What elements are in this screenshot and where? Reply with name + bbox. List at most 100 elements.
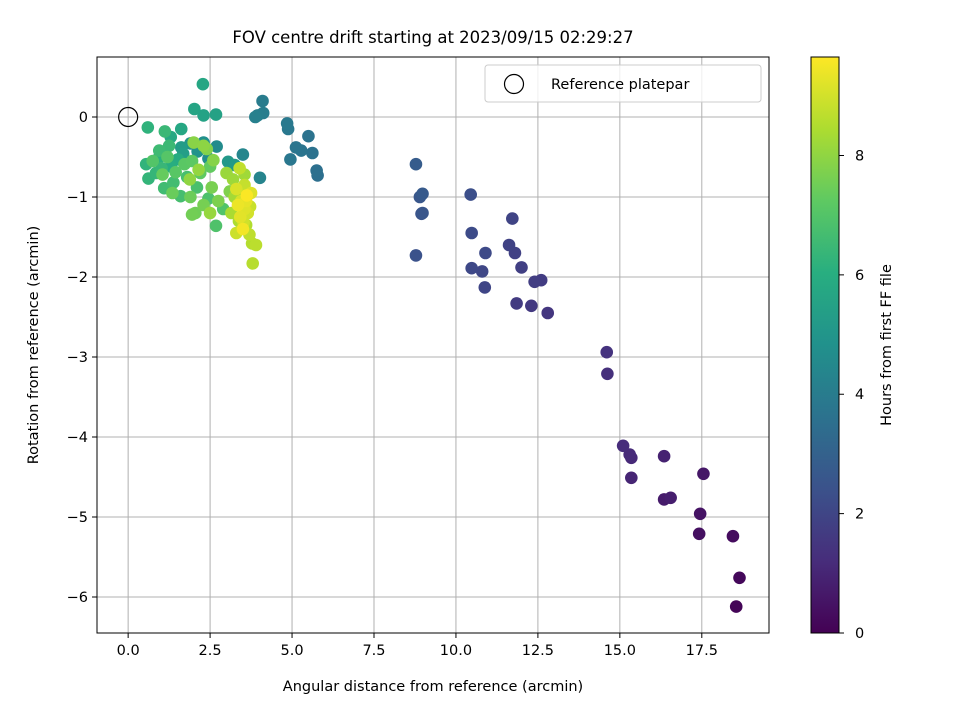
x-tick-label: 2.5 bbox=[199, 643, 222, 659]
x-tick-label: 15.0 bbox=[604, 643, 636, 659]
scatter-point bbox=[306, 146, 319, 160]
colorbar-ticks: 0 2 4 6 8 bbox=[839, 148, 864, 642]
scatter-point bbox=[256, 94, 269, 108]
y-tick-label: −6 bbox=[67, 590, 88, 606]
scatter-point bbox=[240, 189, 254, 202]
colorbar-tick-label: 6 bbox=[855, 268, 864, 284]
scatter-point bbox=[475, 265, 489, 278]
scatter-point bbox=[625, 471, 638, 485]
colorbar-tick-label: 4 bbox=[855, 387, 864, 403]
x-axis-label: Angular distance from reference (arcmin) bbox=[283, 679, 583, 695]
x-tick-label: 12.5 bbox=[522, 643, 554, 659]
scatter-point bbox=[192, 163, 205, 177]
scatter-point bbox=[203, 206, 217, 220]
scatter-point bbox=[158, 125, 172, 138]
scatter-point bbox=[146, 154, 160, 168]
scatter-point bbox=[409, 157, 423, 171]
x-tick-label: 0.0 bbox=[117, 643, 140, 659]
scatter-point bbox=[510, 297, 523, 310]
scatter-point bbox=[183, 173, 197, 186]
scatter-point bbox=[233, 210, 247, 224]
scatter-point bbox=[726, 529, 740, 543]
scatter-point bbox=[528, 275, 541, 289]
reference-marker-layer bbox=[118, 106, 139, 128]
scatter-point bbox=[236, 148, 250, 161]
scatter-point bbox=[197, 139, 210, 153]
scatter-point bbox=[161, 150, 174, 164]
scatter-point bbox=[207, 153, 220, 167]
scatter-point bbox=[211, 194, 225, 208]
scatter-point bbox=[209, 219, 223, 233]
legend-reference-marker bbox=[503, 73, 525, 95]
scatter-point bbox=[465, 226, 478, 240]
scatter-point bbox=[205, 181, 219, 194]
scatter-point bbox=[196, 77, 210, 91]
scatter-point bbox=[249, 110, 262, 124]
scatter-point bbox=[409, 249, 423, 262]
y-axis-label: Rotation from reference (arcmin) bbox=[26, 226, 42, 465]
scatter-point bbox=[233, 161, 246, 175]
scatter-point bbox=[226, 173, 240, 186]
chart-title: FOV centre drift starting at 2023/09/15 … bbox=[232, 28, 633, 47]
x-tick-label: 17.5 bbox=[686, 643, 718, 659]
scatter-point bbox=[692, 527, 706, 541]
scatter-point bbox=[246, 257, 260, 270]
scatter-point bbox=[162, 139, 176, 153]
scatter-point bbox=[187, 136, 201, 149]
plot-frame bbox=[96, 56, 770, 634]
scatter-point bbox=[600, 345, 614, 359]
legend-label: Reference platepar bbox=[551, 77, 689, 93]
y-tick-label: −3 bbox=[67, 350, 88, 366]
legend: Reference platepar bbox=[484, 64, 762, 103]
scatter-point bbox=[190, 181, 204, 194]
colorbar-gradient bbox=[810, 56, 840, 634]
scatter-point bbox=[156, 168, 169, 181]
colorbar: 0 2 4 6 8 Hours from first FF file bbox=[810, 56, 895, 642]
scatter-point bbox=[230, 182, 243, 196]
scatter-point bbox=[231, 198, 245, 212]
scatter-point bbox=[169, 165, 182, 179]
scatter-point bbox=[141, 121, 155, 134]
y-axis-ticks: 0 −1 −2 −3 −4 −5 −6 bbox=[67, 110, 97, 606]
scatter-point bbox=[515, 261, 528, 274]
scatter-point bbox=[167, 176, 180, 189]
y-tick-label: −1 bbox=[67, 190, 88, 206]
colorbar-label: Hours from first FF file bbox=[879, 264, 895, 426]
scatter-point bbox=[601, 367, 614, 381]
scatter-point bbox=[289, 141, 303, 154]
scatter-point bbox=[210, 140, 223, 153]
legend-box bbox=[484, 64, 762, 103]
scatter-point bbox=[464, 188, 477, 201]
scatter-point bbox=[284, 153, 297, 166]
scatter-point bbox=[302, 129, 315, 143]
scatter-point bbox=[465, 261, 478, 275]
scatter-point bbox=[236, 222, 250, 236]
scatter-point bbox=[657, 449, 671, 463]
scatter-point bbox=[310, 164, 323, 177]
scatter-point bbox=[506, 212, 519, 225]
grid bbox=[97, 57, 769, 633]
scatter-point bbox=[280, 117, 294, 130]
scatter-point bbox=[541, 306, 555, 320]
scatter-point bbox=[209, 108, 223, 121]
x-axis-ticks: 0.0 2.5 5.0 7.5 10.0 12.5 15.0 17.5 bbox=[117, 633, 718, 659]
scatter-point bbox=[693, 507, 707, 521]
reference-platepar-marker bbox=[118, 106, 139, 128]
scatter-point bbox=[174, 122, 188, 136]
colorbar-tick-label: 0 bbox=[855, 626, 864, 642]
scatter-point bbox=[166, 186, 179, 200]
scatter-point bbox=[525, 299, 538, 313]
scatter-point bbox=[249, 238, 263, 252]
y-tick-label: −4 bbox=[67, 430, 88, 446]
x-tick-label: 7.5 bbox=[362, 643, 385, 659]
scatter-point bbox=[184, 190, 197, 204]
scatter-point bbox=[664, 491, 677, 505]
scatter-point bbox=[733, 571, 746, 585]
scatter-point bbox=[623, 448, 636, 461]
scatter-point bbox=[697, 467, 710, 481]
scatter-point bbox=[185, 154, 199, 168]
scatter-point bbox=[253, 171, 267, 185]
scatter-point bbox=[416, 206, 429, 220]
x-tick-label: 5.0 bbox=[281, 643, 304, 659]
